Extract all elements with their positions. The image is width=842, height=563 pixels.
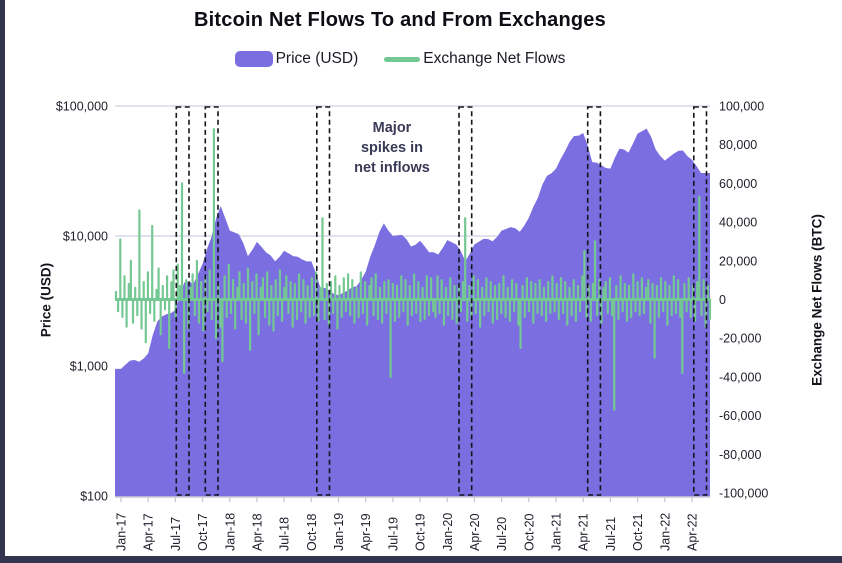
chart-legend: Price (USD) Exchange Net Flows xyxy=(0,50,800,68)
window-edge-left xyxy=(0,0,5,563)
legend-item-netflows[interactable]: Exchange Net Flows xyxy=(384,50,565,68)
right-axis-tick-label: 80,000 xyxy=(719,138,757,152)
highlight-box xyxy=(315,106,331,496)
right-axis-tick-label: -80,000 xyxy=(719,448,761,462)
right-axis-tick-label: 20,000 xyxy=(719,254,757,268)
left-axis-tick-label: $100,000 xyxy=(56,100,108,114)
x-tick-label: Apr-20 xyxy=(468,513,482,551)
x-tick-label: Apr-18 xyxy=(250,513,264,551)
x-tick-label: Jan-22 xyxy=(658,513,672,551)
chart-title: Bitcoin Net Flows To and From Exchanges xyxy=(194,9,606,31)
x-tick-label: Oct-19 xyxy=(414,513,428,551)
x-tick-label: Oct-20 xyxy=(522,513,536,551)
x-tick-label: Apr-21 xyxy=(577,513,591,551)
right-axis-tick-label: 0 xyxy=(719,293,726,307)
legend-netflows-label: Exchange Net Flows xyxy=(423,50,566,67)
annotation-major-spikes: Major spikes in net inflows xyxy=(354,120,430,176)
right-axis-tick-label: -60,000 xyxy=(719,409,761,423)
legend-item-price[interactable]: Price (USD) xyxy=(234,50,359,68)
left-axis-tick-label: $10,000 xyxy=(63,230,108,244)
right-axis-tick-label: 60,000 xyxy=(719,177,757,191)
x-tick-label: Jan-17 xyxy=(115,513,129,551)
legend-price-label: Price (USD) xyxy=(275,50,359,67)
window-edge-bottom xyxy=(0,556,842,563)
left-axis-tick-label: $1,000 xyxy=(70,360,108,374)
x-tick-label: Jan-18 xyxy=(223,513,237,551)
x-tick-label: Jan-20 xyxy=(441,513,455,551)
x-tick-label: Apr-19 xyxy=(359,513,373,551)
x-tick-label: Jul-17 xyxy=(169,517,183,551)
x-tick-label: Jan-19 xyxy=(332,513,346,551)
right-axis-tick-label: -40,000 xyxy=(719,370,761,384)
x-tick-label: Jul-21 xyxy=(604,517,618,551)
right-axis-tick-label: 40,000 xyxy=(719,216,757,230)
x-tick-label: Jul-20 xyxy=(495,517,509,551)
x-tick-label: Jul-19 xyxy=(386,517,400,551)
right-axis-tick-label: -20,000 xyxy=(719,332,761,346)
x-tick-label: Oct-21 xyxy=(631,513,645,551)
x-tick-label: Oct-17 xyxy=(196,513,210,551)
right-axis-tick-label: 100,000 xyxy=(719,100,764,114)
highlight-box xyxy=(586,106,602,496)
highlight-box xyxy=(204,106,219,496)
x-tick-label: Jan-21 xyxy=(550,513,564,551)
right-axis-tick-label: -100,000 xyxy=(719,487,768,501)
netflows-series xyxy=(114,128,712,411)
x-tick-label: Oct-18 xyxy=(305,513,319,551)
x-tick-label: Apr-17 xyxy=(142,513,156,551)
highlight-box xyxy=(175,106,190,496)
x-tick-label: Apr-22 xyxy=(685,513,699,551)
left-axis-tick-label: $100 xyxy=(80,490,108,504)
netflows-swatch-icon xyxy=(384,56,421,62)
highlight-box xyxy=(692,106,708,496)
price-swatch-icon xyxy=(234,51,273,67)
x-tick-label: Jul-18 xyxy=(278,517,292,551)
highlight-box xyxy=(458,106,473,496)
